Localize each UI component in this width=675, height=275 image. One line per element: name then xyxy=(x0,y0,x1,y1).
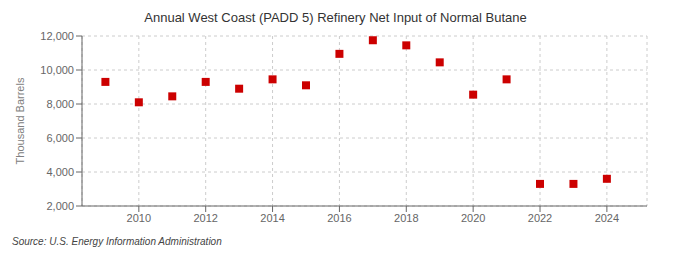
svg-text:2016: 2016 xyxy=(327,212,351,224)
html-text:Annual West Coast (PADD 5) Ref: Annual West Coast (PADD 5) Refinery Net … xyxy=(144,10,527,25)
svg-text:2022: 2022 xyxy=(528,212,552,224)
svg-text:2024: 2024 xyxy=(595,212,619,224)
svg-text:Thousand Barrels: Thousand Barrels xyxy=(14,77,26,164)
svg-text:8,000: 8,000 xyxy=(46,98,74,110)
svg-text:6,000: 6,000 xyxy=(46,132,74,144)
svg-text:12,000: 12,000 xyxy=(40,30,74,42)
svg-text:2012: 2012 xyxy=(193,212,217,224)
svg-text:2020: 2020 xyxy=(461,212,485,224)
svg-text:4,000: 4,000 xyxy=(46,166,74,178)
svg-text:2,000: 2,000 xyxy=(46,200,74,212)
html-text:Source: U.S. Energy Informatio: Source: U.S. Energy Information Administ… xyxy=(12,236,222,247)
svg-text:2018: 2018 xyxy=(394,212,418,224)
svg-text:10,000: 10,000 xyxy=(40,64,74,76)
svg-text:2010: 2010 xyxy=(127,212,151,224)
svg-text:2014: 2014 xyxy=(260,212,284,224)
